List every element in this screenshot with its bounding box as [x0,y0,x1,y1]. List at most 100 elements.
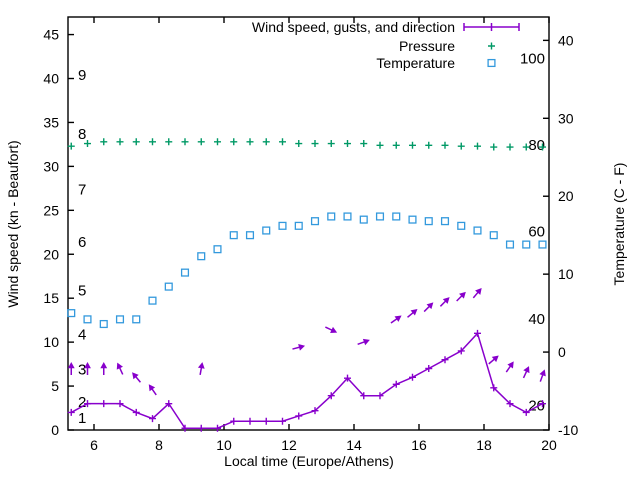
pressure-point [149,138,156,146]
beaufort-label: 6 [78,234,86,251]
wind-speed-point [116,400,124,408]
temperature-point [213,245,222,254]
y-tick-label: 0 [51,422,59,438]
temperature-point [132,315,141,324]
pressure-point [165,138,173,146]
series-pressure [67,138,546,151]
y-tick-label: 15 [43,290,59,306]
wind-speed-point [84,400,91,408]
pressure-point [392,141,400,149]
wind-direction-arrow [67,361,75,375]
wind-speed-point [344,374,351,382]
arrow-head [67,361,75,369]
wind-speed-point [230,417,238,425]
fahrenheit-label: 80 [528,137,545,154]
temperature-point [310,217,320,226]
temperature-point [343,212,352,221]
beaufort-label: 8 [78,126,86,143]
wind-speed-point [392,380,400,388]
wind-direction-arrow [522,366,530,379]
temperature-point [83,315,92,324]
temperature-point [489,231,498,240]
temperature-point [115,315,125,324]
temperature-point [375,212,385,221]
wind-speed-point [409,373,416,381]
wind-speed-point [522,408,530,416]
temperature-point [67,309,76,318]
wind-direction-arrow [148,384,157,396]
arrow-head [132,372,139,380]
y2-axis-label: Temperature (C - F) [611,163,627,286]
legend-label-2: Temperature [376,55,455,71]
arrow-head [362,338,370,346]
y2-tick-label: 40 [558,32,574,48]
x-axis-label: Local time (Europe/Athens) [224,453,394,469]
pressure-point [197,138,205,146]
x-tick-label: 14 [346,437,362,453]
x-tick-label: 18 [476,437,492,453]
pressure-point [441,141,449,149]
temperature-point [359,215,368,224]
x-tick-label: 8 [155,437,163,453]
arrow-head [197,362,205,369]
temperature-point [99,319,108,329]
wind-speed-point [181,424,189,432]
temperature-point [538,240,547,249]
beaufort-scale-labels: 12 3 4 5 6 7 8 9 [78,67,86,427]
wind-direction-arrow [357,338,370,346]
pressure-point [230,138,238,146]
pressure-point [84,140,91,148]
wind-speed-point [165,400,173,408]
wind-direction-arrow [292,344,306,351]
temperature-point [180,268,190,277]
wind-direction-arrow [456,291,466,302]
pressure-point [376,141,384,149]
plot-frame [67,16,550,431]
arrow-head [459,291,466,299]
wind-direction-arrow [407,308,418,318]
series-wind-speed [67,329,546,432]
beaufort-label: 4 [78,326,86,343]
y-tick-label: 45 [43,27,59,43]
wind-speed-point [262,417,270,425]
wind-speed-point [376,392,384,400]
arrow-head [507,361,514,369]
temperature-point [473,226,482,235]
pressure-point [425,141,433,149]
temperature-point [327,212,336,221]
y-axis-label: Wind speed (kn - Beaufort) [5,140,21,307]
pressure-point [327,140,335,148]
series-temperature [67,212,547,329]
pressure-point [116,138,124,146]
y2-tick-label: 10 [558,266,574,282]
pressure-point [409,141,416,149]
temperature-point [278,221,287,230]
wind-speed-point [149,415,156,423]
pressure-point [100,138,108,146]
legend-label-1: Pressure [399,38,455,54]
pressure-point [457,142,465,150]
arrow-head [442,297,450,304]
y-axis-ticks: 0 5 10 15 20 25 30 35 40 45 [43,27,74,438]
wind-direction-arrow [423,302,434,313]
pressure-point [506,143,514,151]
arrow-head [523,366,530,374]
wind-speed-line [70,331,543,429]
pressure-point [67,142,75,150]
wind-direction-arrow [488,355,499,365]
wind-speed-point [360,392,368,400]
pressure-point [474,142,481,150]
beaufort-label: 3 [78,361,86,378]
wind-speed-point [67,408,75,416]
arrow-head [330,326,338,334]
y2-tick-label: -10 [558,422,578,438]
temperature-point [457,221,466,230]
wind-direction-arrow [132,372,142,383]
wind-direction-arrow [390,315,402,324]
y2-tick-label: 30 [558,110,574,126]
pressure-point [295,140,303,148]
y-tick-label: 10 [43,334,59,350]
wind-direction-arrow [197,362,205,376]
